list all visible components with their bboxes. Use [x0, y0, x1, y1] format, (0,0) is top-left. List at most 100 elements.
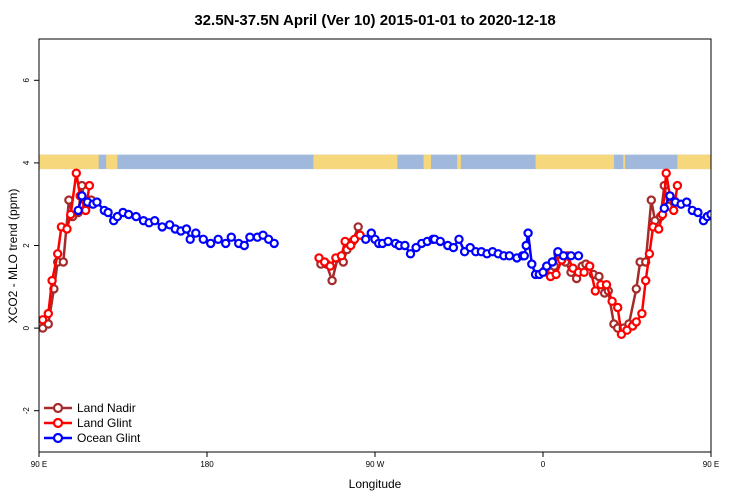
- legend-marker: [52, 432, 64, 444]
- legend-label: Land Nadir: [77, 401, 136, 415]
- data-point: [594, 271, 604, 282]
- x-tick-label: 90 W: [366, 460, 385, 469]
- data-point: [213, 234, 223, 244]
- data-point: [149, 215, 160, 226]
- data-point: [523, 228, 533, 238]
- series-ocean-glint: [73, 191, 711, 280]
- data-point: [39, 315, 48, 325]
- data-point: [123, 209, 134, 220]
- y-tick-label: 2: [22, 243, 31, 248]
- data-point: [131, 211, 141, 222]
- x-tick-label: 0: [541, 460, 546, 469]
- data-point: [644, 249, 655, 259]
- data-point: [435, 236, 445, 247]
- data-point: [205, 238, 216, 249]
- data-point: [43, 308, 54, 319]
- data-point: [672, 180, 683, 191]
- data-point: [80, 205, 91, 216]
- data-point: [585, 261, 595, 271]
- y-tick-label: -2: [22, 407, 31, 415]
- data-point: [547, 257, 558, 267]
- data-point: [646, 195, 657, 205]
- series-layer: [39, 168, 711, 339]
- legend-item: Land Nadir: [44, 401, 136, 415]
- y-tick-label: 4: [22, 160, 31, 165]
- y-tick-label: 0: [22, 325, 31, 330]
- legend-marker: [52, 402, 64, 414]
- data-point: [654, 224, 664, 234]
- data-point: [65, 209, 76, 220]
- data-point: [665, 191, 675, 201]
- land-band-segment: [677, 154, 711, 170]
- x-axis-label: Longitude: [349, 477, 402, 491]
- data-point: [706, 209, 711, 220]
- data-point: [53, 249, 63, 259]
- series-line: [543, 172, 679, 337]
- data-point: [579, 267, 589, 277]
- data-point: [519, 251, 530, 261]
- data-point: [551, 269, 561, 280]
- data-point: [361, 234, 371, 244]
- data-point: [521, 240, 531, 251]
- data-point: [47, 275, 57, 286]
- data-point: [157, 222, 167, 232]
- data-point: [185, 234, 195, 244]
- data-point: [71, 168, 82, 178]
- data-point: [669, 205, 679, 216]
- land-ocean-band: [39, 154, 711, 170]
- legend-marker: [52, 417, 64, 429]
- data-point: [84, 180, 95, 191]
- data-point: [336, 251, 347, 261]
- data-point: [58, 257, 69, 267]
- land-band-segment: [423, 154, 431, 170]
- data-point: [504, 251, 515, 261]
- data-point: [327, 275, 337, 286]
- x-axis-ticks: 90 E 180 90 W 0 90 E: [31, 452, 719, 469]
- legend-item: Ocean Glint: [44, 431, 141, 445]
- data-point: [659, 203, 670, 213]
- y-tick-label: 6: [22, 78, 31, 83]
- data-point: [181, 224, 192, 234]
- land-band-segment: [623, 154, 626, 170]
- y-axis-label: XCO2 - MLO trend (ppm): [6, 189, 20, 324]
- land-band-segment: [106, 154, 118, 170]
- legend-item: Land Glint: [44, 416, 132, 430]
- y-axis-ticks: -2 0 2 4 6: [22, 78, 39, 415]
- data-point: [103, 207, 113, 218]
- data-point: [601, 280, 612, 290]
- data-point: [400, 240, 410, 251]
- data-point: [573, 251, 584, 261]
- land-band-segment: [39, 154, 99, 170]
- data-point: [77, 191, 87, 201]
- data-point: [239, 240, 249, 251]
- data-point: [92, 197, 102, 207]
- data-point: [73, 205, 83, 216]
- land-band-segment: [457, 154, 461, 170]
- chart-title: 32.5N-37.5N April (Ver 10) 2015-01-01 to…: [194, 12, 555, 29]
- data-point: [641, 275, 651, 286]
- data-point: [198, 234, 208, 244]
- data-point: [353, 222, 363, 232]
- data-point: [245, 232, 255, 242]
- x-tick-label: 90 E: [31, 460, 47, 469]
- data-point: [682, 197, 692, 207]
- data-point: [631, 284, 642, 294]
- data-point: [631, 317, 642, 327]
- land-band-segment: [535, 154, 614, 170]
- data-point: [191, 228, 201, 238]
- legend-label: Ocean Glint: [77, 431, 141, 445]
- data-point: [454, 234, 464, 244]
- data-point: [325, 261, 335, 271]
- x-tick-label: 180: [200, 460, 214, 469]
- data-point: [527, 259, 537, 269]
- land-band-segment: [313, 154, 398, 170]
- data-point: [558, 251, 569, 261]
- legend-label: Land Glint: [77, 416, 132, 430]
- data-point: [613, 302, 623, 313]
- data-point: [383, 236, 393, 247]
- data-point: [226, 232, 236, 242]
- data-point: [590, 286, 601, 296]
